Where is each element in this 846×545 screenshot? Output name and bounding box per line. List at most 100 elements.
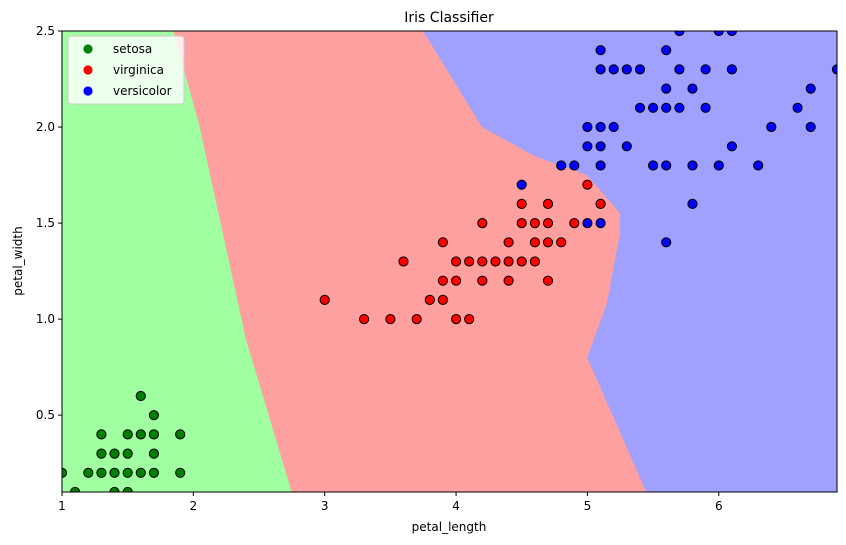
versicolor-point (674, 64, 685, 75)
x-tick-label: 3 (321, 499, 329, 513)
y-axis-ticks: 0.5 1.0 1.5 2.0 2.5 (36, 24, 62, 422)
versicolor-point (661, 102, 672, 113)
versicolor-point (595, 64, 606, 75)
legend-label-setosa: setosa (113, 42, 152, 56)
virginica-point (437, 275, 448, 286)
virginica-point (529, 237, 541, 248)
setosa-point (83, 467, 94, 478)
versicolor-point (595, 45, 606, 56)
virginica-point (451, 275, 462, 286)
legend-marker-setosa (83, 44, 93, 54)
setosa-point (135, 429, 146, 440)
virginica-point (542, 275, 554, 286)
chart-title: Iris Classifier (404, 10, 494, 26)
virginica-point (503, 256, 514, 267)
virginica-point (464, 314, 475, 325)
x-tick-label: 6 (715, 499, 723, 513)
legend-label-versicolor: versicolor (113, 84, 172, 98)
versicolor-point (556, 160, 567, 171)
virginica-point (477, 275, 488, 286)
x-tick-label: 5 (584, 499, 592, 513)
x-tick-label: 2 (190, 499, 198, 513)
legend: setosa virginica versicolor (67, 35, 185, 105)
scatter-points (62, 31, 837, 492)
x-axis-ticks: 1 2 3 4 5 6 (58, 492, 723, 513)
virginica-point (569, 218, 580, 229)
setosa-point (96, 448, 107, 459)
versicolor-point (608, 64, 619, 75)
setosa-point (109, 467, 120, 478)
setosa-point (135, 390, 146, 402)
virginica-point (319, 294, 330, 305)
versicolor-point (726, 31, 737, 37)
virginica-point (542, 198, 554, 209)
versicolor-point (726, 64, 738, 75)
setosa-point (96, 429, 107, 440)
versicolor-point (700, 64, 711, 75)
setosa-point (122, 467, 133, 478)
virginica-point (424, 294, 435, 305)
virginica-point (398, 256, 409, 267)
versicolor-point (661, 160, 672, 171)
versicolor-point (516, 179, 527, 190)
legend-box (67, 35, 185, 105)
virginica-point (542, 218, 554, 229)
versicolor-point (595, 141, 606, 152)
virginica-point (451, 256, 462, 267)
legend-marker-versicolor (83, 86, 93, 96)
virginica-point (437, 237, 448, 248)
versicolor-point (569, 160, 580, 171)
y-tick-label: 1.0 (36, 312, 55, 326)
versicolor-point (621, 64, 632, 75)
virginica-point (477, 218, 488, 229)
setosa-point (109, 448, 120, 459)
versicolor-point (805, 83, 816, 94)
legend-label-virginica: virginica (113, 63, 164, 77)
versicolor-point (674, 102, 685, 113)
setosa-point (175, 467, 186, 478)
versicolor-point (595, 121, 606, 133)
y-tick-label: 1.5 (36, 216, 55, 230)
versicolor-point (831, 64, 837, 75)
versicolor-point (766, 121, 777, 133)
versicolor-point (713, 160, 724, 171)
versicolor-point (805, 121, 816, 133)
setosa-point (148, 467, 159, 478)
y-tick-label: 2.0 (36, 120, 55, 134)
virginica-point (516, 256, 527, 267)
versicolor-point (687, 83, 698, 94)
setosa-point (96, 467, 107, 478)
versicolor-point (582, 121, 593, 133)
plot-frame (61, 30, 838, 493)
virginica-point (359, 314, 370, 325)
virginica-point (516, 218, 527, 229)
x-tick-label: 1 (58, 499, 66, 513)
versicolor-point (687, 198, 698, 209)
legend-marker-virginica (83, 65, 93, 75)
virginica-point (516, 198, 527, 209)
versicolor-point (661, 45, 672, 56)
versicolor-point (648, 160, 659, 171)
setosa-point (148, 410, 159, 421)
x-axis-label: petal_length (412, 520, 487, 534)
setosa-point (175, 429, 186, 440)
setosa-point (135, 467, 146, 478)
virginica-point (451, 314, 462, 325)
versicolor-point (595, 218, 606, 229)
versicolor-point (687, 160, 698, 171)
versicolor-point (674, 31, 685, 37)
versicolor-point (700, 102, 711, 113)
versicolor-point (608, 121, 619, 133)
setosa-point (122, 429, 133, 440)
versicolor-point (726, 141, 738, 152)
setosa-point (148, 448, 159, 459)
y-tick-label: 0.5 (36, 408, 55, 422)
virginica-point (477, 256, 488, 267)
versicolor-point (792, 102, 803, 113)
versicolor-point (661, 237, 672, 248)
virginica-point (582, 179, 593, 190)
versicolor-point (634, 64, 646, 75)
virginica-point (490, 256, 501, 267)
y-axis-label: petal_width (11, 226, 25, 295)
versicolor-point (713, 31, 724, 37)
